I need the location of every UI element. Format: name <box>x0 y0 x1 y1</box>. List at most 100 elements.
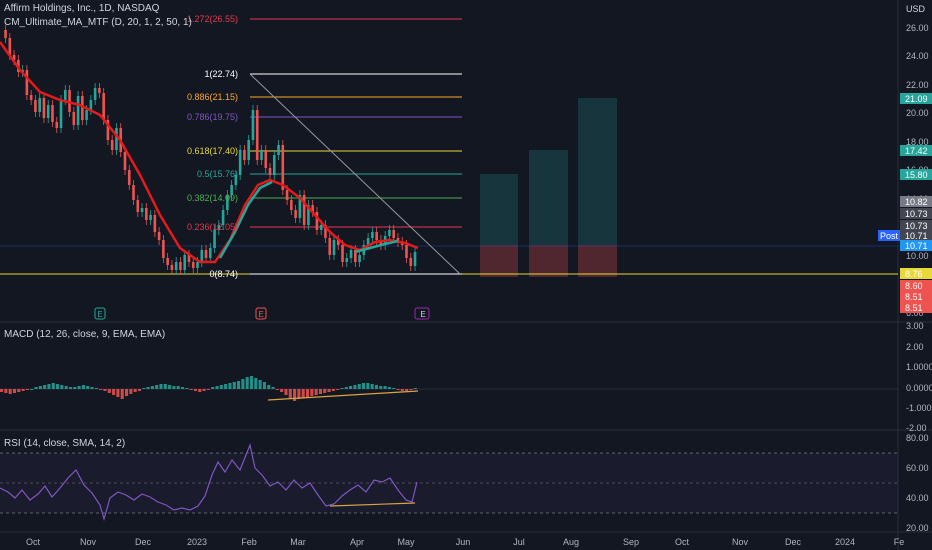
macd-bar <box>405 389 409 391</box>
price-badge <box>900 220 932 231</box>
candle-body <box>102 93 105 120</box>
macd-bar <box>34 387 38 389</box>
symbol-legend[interactable]: Affirm Holdings, Inc., 1D, NASDAQ <box>4 3 159 14</box>
macd-bar <box>137 389 142 391</box>
candle-body <box>29 95 33 100</box>
time-label: Dec <box>135 537 152 547</box>
indicator-legend[interactable]: CM_Ultimate_MA_MTF (D, 20, 1, 2, 50, 1) <box>4 17 192 28</box>
macd-bar <box>314 389 318 395</box>
macd-bar <box>331 389 335 391</box>
time-axis[interactable]: Oct Nov Dec 2023 Feb Mar Apr May Jun Jul Aug Sep Oct… <box>26 537 904 547</box>
candle-body <box>153 215 157 232</box>
time-label: Feb <box>241 537 257 547</box>
fib-level-label: 1.272(26.55) <box>187 14 238 24</box>
candle-body <box>179 262 182 270</box>
price-badge <box>900 280 932 291</box>
rsi-band <box>0 453 898 513</box>
ma-green-line-2 <box>354 239 399 254</box>
candle-body <box>260 150 263 160</box>
macd-bar <box>353 385 357 389</box>
candle-body <box>196 262 199 268</box>
fibonacci-retracement[interactable] <box>250 18 462 275</box>
candle-body <box>157 232 161 240</box>
candle-body <box>72 112 76 125</box>
macd-bar <box>400 389 404 391</box>
macd-tick: -2.00 <box>906 423 927 433</box>
fib-level-label: 0.886(21.15) <box>187 92 238 102</box>
candle-body <box>34 100 37 112</box>
price-badge <box>900 240 932 251</box>
macd-divergence-line <box>267 390 419 401</box>
candle-body <box>336 240 340 245</box>
macd-title: MACD (12, 26, close, 9, EMA, EMA) <box>4 329 166 340</box>
macd-legend[interactable]: MACD (12, 26, close, 9, EMA, EMA) <box>4 329 165 340</box>
candle-body <box>59 100 63 128</box>
macd-bar <box>193 389 198 391</box>
price-badge-text: 21.09 <box>905 94 928 104</box>
price-tick: 10.00 <box>906 251 929 261</box>
price-badge-text: 10.73 <box>905 209 928 219</box>
macd-bar <box>288 389 292 398</box>
time-label: Dec <box>785 537 802 547</box>
macd-bar <box>56 384 60 389</box>
macd-bar <box>176 386 180 389</box>
price-badge-text: 8.76 <box>905 269 923 279</box>
candle-body <box>213 230 216 248</box>
macd-bar <box>30 389 34 390</box>
time-label: May <box>397 537 415 547</box>
candle-body <box>12 55 16 60</box>
candle-body <box>81 96 84 120</box>
candle-body <box>396 238 400 242</box>
currency-label: USD <box>906 4 926 14</box>
candle-body <box>145 208 148 220</box>
rsi-legend[interactable]: RSI (14, close, SMA, 14, 2) <box>4 438 125 449</box>
trend-line[interactable] <box>250 74 461 275</box>
macd-bar <box>232 382 236 389</box>
macd-bar <box>172 386 176 389</box>
macd-bar <box>228 383 232 389</box>
candle-body <box>221 210 225 225</box>
rsi-tick: 80.00 <box>906 433 929 443</box>
macd-bar <box>366 383 370 389</box>
price-badge-text: 10.82 <box>905 197 928 207</box>
macd-bar <box>297 389 301 399</box>
price-badge-text: 8.51 <box>905 303 923 313</box>
candle-body <box>46 105 50 118</box>
candle-body <box>324 225 327 238</box>
price-badge-text: 10.73 <box>905 221 928 231</box>
macd-bar <box>47 384 51 389</box>
candle-body <box>136 200 140 212</box>
ma-green-line <box>218 180 273 259</box>
projection-boxes <box>480 98 617 277</box>
macd-axis[interactable]: 3.00 2.00 1.0000 0.0000 -1.0000 -2.00 <box>906 321 932 433</box>
macd-bar <box>267 385 271 389</box>
candle-body <box>200 250 204 262</box>
price-badge <box>900 145 932 156</box>
macd-bar <box>81 385 85 389</box>
candle-body <box>358 255 361 262</box>
macd-bar <box>211 387 215 389</box>
rsi-axis[interactable]: 80.00 60.00 40.00 20.00 <box>906 433 929 533</box>
macd-bar <box>392 388 396 389</box>
macd-bar <box>206 389 210 390</box>
candle-body <box>204 250 208 258</box>
price-badge-text: 8.51 <box>905 292 923 302</box>
candle-body <box>140 208 144 212</box>
earnings-markers[interactable]: E E E <box>94 307 430 320</box>
macd-bar <box>120 389 124 399</box>
macd-tick: 3.00 <box>906 321 924 331</box>
rsi-tick: 60.00 <box>906 463 929 473</box>
price-candles <box>4 25 417 275</box>
candle-body <box>413 252 417 266</box>
candle-body <box>132 185 135 200</box>
macd-bar <box>43 385 47 389</box>
macd-bar <box>103 389 107 391</box>
candle-body <box>234 175 238 185</box>
macd-bar <box>142 388 146 389</box>
rsi-title: RSI (14, close, SMA, 14, 2) <box>4 438 126 449</box>
candle-body <box>307 205 310 225</box>
macd-bar <box>64 386 68 389</box>
fib-level-label: 0.786(19.75) <box>187 112 238 122</box>
macd-bar <box>224 384 228 389</box>
